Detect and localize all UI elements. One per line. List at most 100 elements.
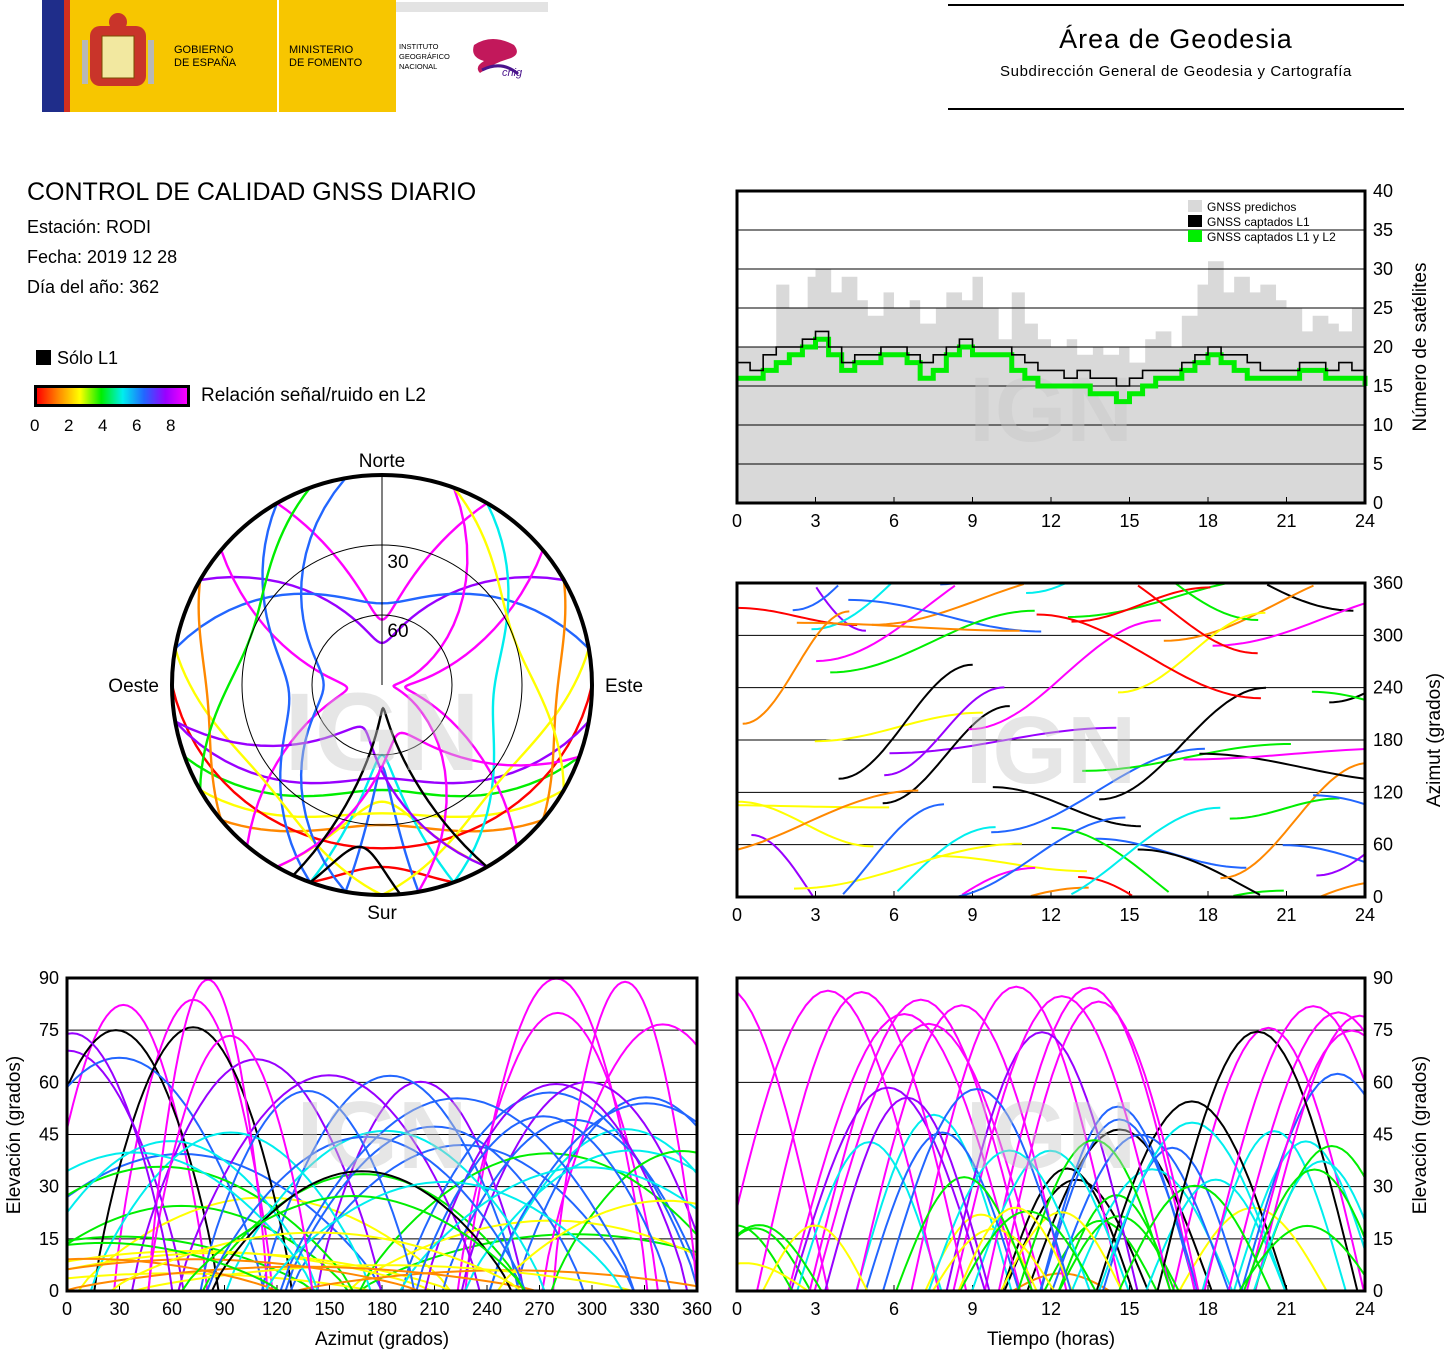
azimuth-track bbox=[1067, 583, 1284, 897]
area-subtitle: Subdirección General de Geodesia y Carto… bbox=[1000, 63, 1352, 80]
min-line1: MINISTERIO bbox=[289, 44, 354, 56]
azimuth-track bbox=[814, 711, 983, 743]
eltime-track bbox=[1238, 1224, 1365, 1291]
y-tick-label: 0 bbox=[1373, 1281, 1383, 1301]
x-tick-label: 30 bbox=[109, 1299, 129, 1319]
elaz-track bbox=[488, 1102, 697, 1291]
azimuth-tracks bbox=[737, 583, 1365, 897]
snr-tick: 8 bbox=[166, 416, 176, 435]
elaz-track bbox=[67, 1151, 316, 1291]
elaz-track bbox=[67, 1241, 280, 1291]
y-tick-label: 0 bbox=[1373, 493, 1383, 513]
ign-line2: GEOGRÁFICO bbox=[399, 52, 450, 61]
eltime-track bbox=[1039, 1118, 1199, 1291]
eltime-track bbox=[756, 990, 968, 1291]
elevation-time-chart: 0 15 30 45 60 75 90 0 3 6 9 12 15 18 21 24 IGN Tiempo (ho… bbox=[732, 968, 1431, 1350]
x-tick-label: 12 bbox=[1041, 1299, 1061, 1319]
y-tick-label: 0 bbox=[1373, 887, 1383, 907]
area-title: Área de Geodesia bbox=[1059, 24, 1293, 54]
elaz-track bbox=[206, 1135, 527, 1291]
report-info: CONTROL DE CALIDAD GNSS DIARIO Estación:… bbox=[27, 178, 476, 307]
eu-flag-band bbox=[42, 0, 64, 112]
elaz-track bbox=[199, 1089, 416, 1291]
elaz-track bbox=[289, 1143, 635, 1291]
eltime-track bbox=[737, 1227, 812, 1291]
skyplot-track bbox=[197, 579, 223, 821]
elaz-track bbox=[399, 1166, 697, 1291]
y-tick-label: 75 bbox=[1373, 1020, 1393, 1040]
azimuth-track bbox=[1137, 583, 1354, 896]
eltime-track bbox=[790, 1086, 987, 1291]
x-tick-label: 210 bbox=[419, 1299, 449, 1319]
azimuth-track bbox=[882, 705, 1010, 805]
x-tick-label: 180 bbox=[367, 1299, 397, 1319]
elaz-track bbox=[147, 1034, 314, 1291]
eltime-track bbox=[1201, 1130, 1347, 1291]
cnig-text: cnig bbox=[502, 67, 523, 79]
eltime-track bbox=[945, 1031, 1139, 1291]
y-tick-label: 45 bbox=[39, 1125, 59, 1145]
y-tick-label: 15 bbox=[39, 1229, 59, 1249]
direction-south: Sur bbox=[367, 903, 397, 924]
skyplot-track bbox=[452, 502, 510, 884]
x-tick-label: 21 bbox=[1276, 511, 1296, 531]
azimuth-track bbox=[1036, 613, 1261, 700]
eltime-track bbox=[864, 1131, 1020, 1291]
elaz-track bbox=[67, 1152, 384, 1291]
x-tick-label: 6 bbox=[889, 511, 899, 531]
skyplot-track bbox=[403, 549, 544, 847]
snr-tick: 2 bbox=[64, 416, 74, 435]
y-tick-label: 30 bbox=[1373, 259, 1393, 279]
eltime-track bbox=[737, 1224, 794, 1291]
azimuth-track bbox=[991, 747, 1205, 834]
eltime-track bbox=[957, 1206, 1074, 1291]
x-tick-label: 3 bbox=[810, 1299, 820, 1319]
eltime-track bbox=[813, 1022, 1044, 1291]
ign-line3: NACIONAL bbox=[399, 62, 437, 71]
y-tick-label: 0 bbox=[49, 1281, 59, 1301]
x-tick-label: 6 bbox=[889, 1299, 899, 1319]
y-tick-label: 5 bbox=[1373, 454, 1383, 474]
x-tick-label: 15 bbox=[1119, 905, 1139, 925]
x-tick-label: 12 bbox=[1041, 905, 1061, 925]
legend-swatch bbox=[1188, 230, 1202, 242]
geodesia-header: Área de Geodesia Subdirección General de… bbox=[948, 0, 1404, 112]
elaz-track bbox=[496, 1199, 697, 1291]
elaz-track bbox=[260, 1074, 520, 1291]
elaz-track bbox=[181, 1194, 526, 1291]
x-tick-label: 18 bbox=[1198, 1299, 1218, 1319]
azimuth-track bbox=[884, 686, 1005, 777]
x-tick-label: 18 bbox=[1198, 905, 1218, 925]
skyplot-track bbox=[199, 788, 565, 819]
legend-swatch bbox=[1188, 200, 1202, 212]
y-tick-label: 25 bbox=[1373, 298, 1393, 318]
y-axis-label: Azimut (grados) bbox=[1424, 673, 1445, 807]
min-line2: DE FOMENTO bbox=[289, 57, 363, 69]
station-label: Estación: RODI bbox=[27, 217, 152, 237]
elaz-track bbox=[279, 1097, 636, 1291]
azimuth-track bbox=[1117, 611, 1266, 694]
y-tick-label: 35 bbox=[1373, 220, 1393, 240]
x-tick-label: 150 bbox=[314, 1299, 344, 1319]
azimuth-track bbox=[1051, 583, 1259, 893]
eltime-track bbox=[1172, 1026, 1365, 1291]
x-axis-label: Azimut (grados) bbox=[315, 1329, 449, 1350]
elaz-track bbox=[67, 1258, 420, 1291]
skyplot-track bbox=[220, 818, 544, 833]
flag-red-band bbox=[64, 0, 70, 112]
elaz-track bbox=[89, 1131, 372, 1291]
azimuth-track bbox=[811, 583, 996, 893]
eltime-track bbox=[882, 1087, 1072, 1291]
l1-series-line bbox=[737, 330, 1366, 387]
ign-watermark: IGN bbox=[284, 671, 480, 794]
x-tick-label: 9 bbox=[967, 1299, 977, 1319]
azimuth-track bbox=[816, 584, 1036, 896]
eltime-track bbox=[1203, 1005, 1365, 1291]
eltime-track bbox=[1043, 1219, 1158, 1291]
elaz-track bbox=[401, 1091, 697, 1291]
elaz-track bbox=[552, 980, 697, 1291]
eltime-track bbox=[1240, 1072, 1365, 1291]
coat-of-arms-icon bbox=[82, 13, 154, 86]
x-tick-label: 360 bbox=[682, 1299, 712, 1319]
eltime-track bbox=[1242, 1168, 1365, 1291]
